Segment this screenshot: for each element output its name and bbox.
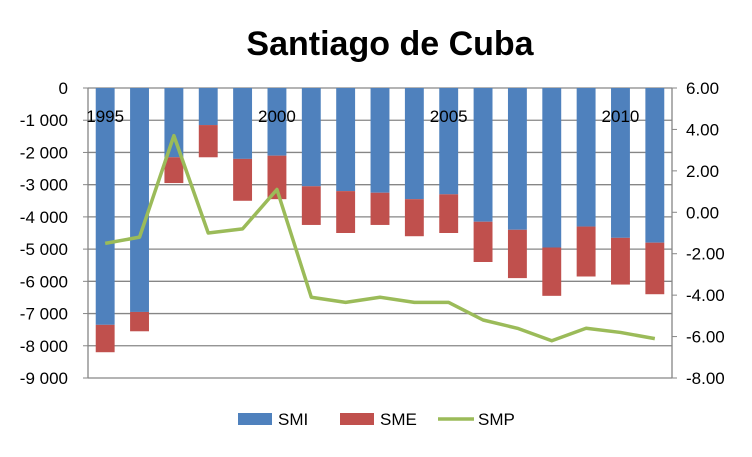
left-tick-label: 0 <box>59 79 68 98</box>
left-tick-label: -5 000 <box>20 240 68 259</box>
legend-swatch-smi <box>238 413 272 425</box>
bar-sme <box>130 311 149 332</box>
right-tick-label: 2.00 <box>686 162 719 181</box>
bar-smi <box>439 88 459 195</box>
bar-sme <box>404 199 424 237</box>
bar-sme <box>95 324 115 353</box>
bar-sme <box>164 157 184 184</box>
bar-smi <box>576 88 596 227</box>
left-tick-label: -3 000 <box>20 176 68 195</box>
right-tick-label: -6.00 <box>686 328 725 347</box>
right-tick-label: 6.00 <box>686 79 719 98</box>
bar-sme <box>611 237 630 285</box>
x-tick-label: 2000 <box>258 107 296 126</box>
legend: SMI SME SMP <box>238 410 515 429</box>
bar-smi <box>267 88 287 156</box>
bar-sme <box>542 247 562 296</box>
left-tick-label: -2 000 <box>20 143 68 162</box>
bar-smi <box>198 88 218 126</box>
left-tick-label: -9 000 <box>20 369 68 388</box>
bar-sme <box>267 155 287 200</box>
legend-label-smi: SMI <box>278 410 308 429</box>
right-tick-label: -8.00 <box>686 369 725 388</box>
smp-line-group <box>104 133 656 343</box>
bar-sme <box>233 158 253 201</box>
left-tick-label: -4 000 <box>20 208 68 227</box>
bar-smi <box>507 88 527 230</box>
bar-smi <box>542 88 562 248</box>
legend-swatch-sme <box>340 413 374 425</box>
right-tick-label: 0.00 <box>686 203 719 222</box>
bar-sme <box>473 221 493 262</box>
axes: 0 -1 000 -2 000 -3 000 -4 000 -5 000 -6 000 -7 … <box>20 79 725 388</box>
left-tick-label: -7 000 <box>20 305 68 324</box>
bar-smi <box>645 88 665 243</box>
bar-sme <box>336 191 356 233</box>
bar-sme <box>370 192 390 225</box>
chart-title: Santiago de Cuba <box>246 25 534 63</box>
legend-label-smp: SMP <box>478 410 515 429</box>
left-tick-label: -8 000 <box>20 337 68 356</box>
bar-sme <box>439 194 459 233</box>
bar-sme <box>507 229 527 279</box>
smp-line <box>104 133 656 343</box>
right-tick-label: 4.00 <box>686 120 719 139</box>
x-tick-label: 1995 <box>86 107 124 126</box>
bar-smi <box>370 88 390 193</box>
bar-smi <box>473 88 493 222</box>
x-tick-label: 2005 <box>430 107 468 126</box>
bar-smi <box>164 88 184 158</box>
bar-smi <box>404 88 424 200</box>
legend-label-sme: SME <box>380 410 417 429</box>
bar-smi <box>95 88 115 325</box>
bar-sme <box>198 125 218 158</box>
right-tick-label: -2.00 <box>686 245 725 264</box>
left-tick-label: -6 000 <box>20 272 68 291</box>
bar-sme <box>576 226 596 277</box>
bars <box>95 88 665 353</box>
left-tick-label: -1 000 <box>20 111 68 130</box>
x-tick-label: 2010 <box>602 107 640 126</box>
right-tick-label: -4.00 <box>686 286 725 305</box>
bar-sme <box>301 186 321 225</box>
bar-smi <box>301 88 321 187</box>
bar-sme <box>645 242 665 295</box>
bar-smi <box>130 88 149 312</box>
bar-smi <box>336 88 356 192</box>
bar-smi <box>233 88 253 159</box>
bar-smi <box>611 88 630 238</box>
